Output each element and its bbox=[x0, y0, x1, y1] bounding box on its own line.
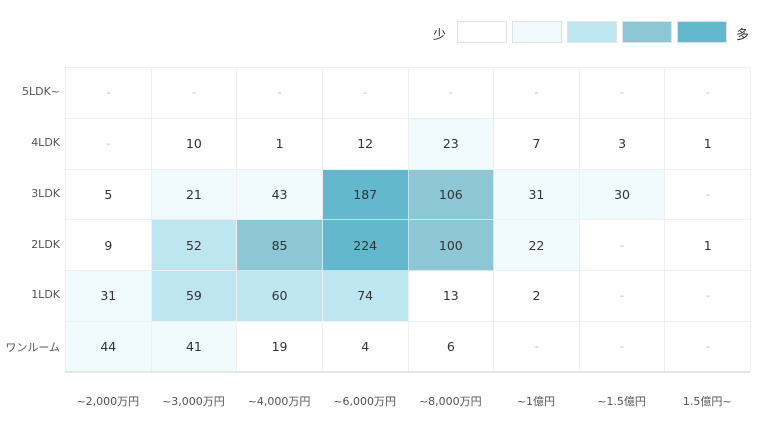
column-label: ~4,000万円 bbox=[247, 395, 311, 408]
heatmap-cell: 9 bbox=[66, 220, 152, 271]
heatmap-cell: 12 bbox=[322, 118, 409, 170]
heatmap-cell: - bbox=[579, 68, 666, 119]
legend-swatch-0 bbox=[457, 21, 507, 43]
column-label: 1.5億円~ bbox=[682, 395, 732, 408]
heatmap-cell: 31 bbox=[494, 169, 580, 221]
heatmap-cell: - bbox=[408, 68, 495, 119]
heatmap-cell: 224 bbox=[322, 220, 409, 271]
column-label: ~2,000万円 bbox=[76, 395, 140, 408]
heatmap-cell: 43 bbox=[237, 169, 323, 221]
heatmap-cell: - bbox=[66, 68, 152, 119]
heatmap-cell: 7 bbox=[494, 118, 580, 170]
heatmap-cell: 1 bbox=[665, 118, 751, 170]
heatmap-cell: - bbox=[66, 118, 152, 170]
heatmap-cell: 41 bbox=[151, 321, 238, 373]
legend-swatch-2 bbox=[567, 21, 617, 43]
legend-swatch-4 bbox=[677, 21, 727, 43]
heatmap-cell: 19 bbox=[237, 321, 323, 373]
heatmap-cell: - bbox=[665, 68, 751, 119]
heatmap-cell: 1 bbox=[237, 118, 323, 170]
legend: 少 多 bbox=[0, 21, 767, 45]
heatmap-cell: - bbox=[494, 321, 580, 373]
heatmap-cell: 44 bbox=[66, 321, 152, 373]
heatmap-cell: 2 bbox=[494, 271, 580, 322]
heatmap-cell: - bbox=[494, 68, 580, 119]
row-label: 4LDK bbox=[31, 136, 60, 150]
column-label: ~1.5億円 bbox=[597, 395, 646, 408]
heatmap-cell: - bbox=[237, 68, 323, 119]
heatmap-cell: 85 bbox=[237, 220, 323, 271]
column-label: ~6,000万円 bbox=[333, 395, 397, 408]
heatmap-cell: - bbox=[665, 321, 751, 373]
heatmap-cell: 60 bbox=[237, 271, 323, 322]
heatmap-cell: 22 bbox=[494, 220, 580, 271]
heatmap-cell: 30 bbox=[579, 169, 666, 221]
legend-low-label: 少 bbox=[433, 28, 447, 43]
heatmap-cell: 187 bbox=[322, 169, 409, 221]
heatmap-cell: 10 bbox=[151, 118, 238, 170]
heatmap-cell: 31 bbox=[66, 271, 152, 322]
heatmap-cell: 21 bbox=[151, 169, 238, 221]
heatmap-cell: 59 bbox=[151, 271, 238, 322]
row-label: 2LDK bbox=[31, 237, 60, 251]
row-label: 5LDK~ bbox=[21, 85, 60, 99]
heatmap-cell: 3 bbox=[579, 118, 666, 170]
row-label: 1LDK bbox=[31, 288, 60, 302]
column-label: ~1億円 bbox=[516, 395, 556, 408]
row-label: 3LDK bbox=[31, 186, 60, 200]
row-label: ワンルーム bbox=[5, 341, 60, 355]
heatmap-cell: 23 bbox=[408, 118, 495, 170]
heatmap-cell: - bbox=[579, 321, 666, 373]
heatmap-cell: 13 bbox=[408, 271, 495, 322]
heatmap-cell: 106 bbox=[408, 169, 495, 221]
heatmap-cell: 6 bbox=[408, 321, 495, 373]
heatmap-cell: - bbox=[579, 220, 666, 271]
heatmap-cell: - bbox=[665, 169, 751, 221]
heatmap-cell: - bbox=[322, 68, 409, 119]
heatmap-cell: - bbox=[151, 68, 238, 119]
heatmap-cell: 1 bbox=[665, 220, 751, 271]
heatmap-cell: 100 bbox=[408, 220, 495, 271]
column-label: ~8,000万円 bbox=[418, 395, 482, 408]
column-label: ~3,000万円 bbox=[162, 395, 225, 408]
heatmap-cell: - bbox=[665, 271, 751, 322]
heatmap-cell: 52 bbox=[151, 220, 238, 271]
heatmap-cell: - bbox=[579, 271, 666, 322]
heatmap-grid: - - - - - - - - -10 1 12 23 7 3 1 5 21 43 187 106 31 30-9 52 85… bbox=[65, 67, 751, 373]
grid-bottom-line bbox=[65, 371, 750, 373]
heatmap-cell: 5 bbox=[66, 169, 152, 221]
legend-swatch-1 bbox=[512, 21, 562, 43]
heatmap-cell: 4 bbox=[322, 321, 409, 373]
legend-high-label: 多 bbox=[736, 28, 750, 43]
legend-swatch-3 bbox=[622, 21, 672, 43]
heatmap-cell: 74 bbox=[322, 271, 409, 322]
